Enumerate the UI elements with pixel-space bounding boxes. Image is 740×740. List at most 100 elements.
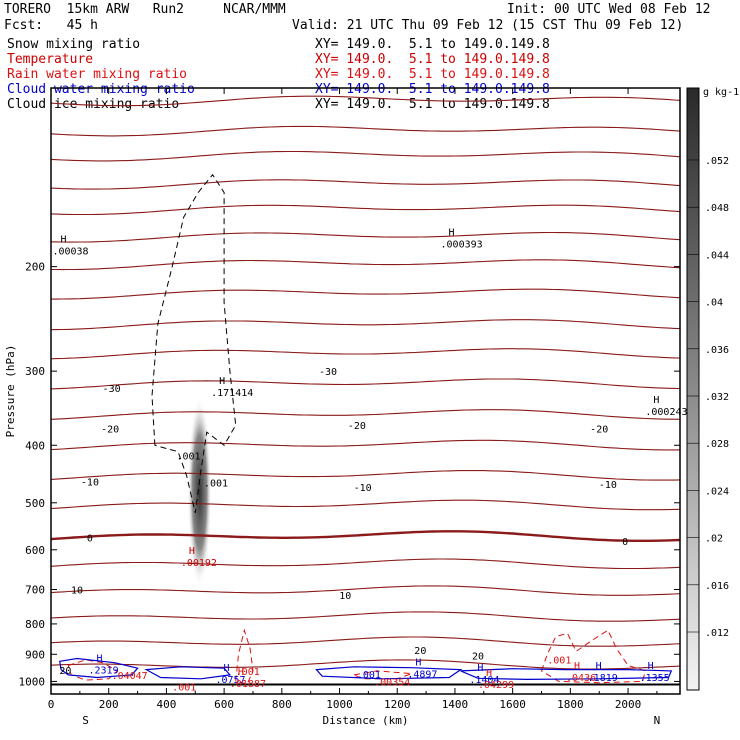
extremum-value: .001 <box>357 670 381 681</box>
y-tick-label: 300 <box>25 365 45 378</box>
extremum-mark: H <box>238 667 244 678</box>
extremum-value: .00192 <box>181 558 217 569</box>
extremum-value: .001 <box>172 683 196 694</box>
isotherm-line <box>50 558 681 570</box>
legend-snow: Snow mixing ratio <box>7 37 141 52</box>
y-axis-label: Pressure (hPa) <box>4 345 17 438</box>
colorbar-label: .032 <box>705 392 729 403</box>
isotherm-line <box>50 530 681 542</box>
legend-snow-xy: XY= 149.0. 5.1 to 149.0.149.8 <box>315 37 550 52</box>
y-tick-label: 800 <box>25 618 45 631</box>
extremum-value: .001 <box>547 656 571 667</box>
temperature-label: 10 <box>339 591 351 602</box>
cloud-water-contour <box>59 657 139 679</box>
rain-contour <box>352 670 412 680</box>
extremum-mark: H <box>415 658 421 669</box>
isotherm-line <box>50 179 681 190</box>
colorbar-label: .016 <box>705 581 729 592</box>
extremum-mark: H <box>648 661 654 672</box>
y-tick-label: 200 <box>25 261 45 274</box>
extremum-value: .1819 <box>588 673 618 684</box>
y-tick-label: 1000 <box>19 675 46 688</box>
isotherm-line <box>50 125 681 137</box>
y-tick-label: 700 <box>25 584 45 597</box>
extremum-mark: H <box>449 227 455 238</box>
cloud-water-contour <box>144 666 232 680</box>
extremum-value: .04047 <box>112 671 148 682</box>
extremum-value: .000393 <box>441 239 483 250</box>
rain-contour <box>540 629 647 684</box>
extremum-value: .001 <box>204 478 228 489</box>
isotherm-line <box>50 319 681 331</box>
isotherm-line <box>50 378 681 390</box>
temperature-label: -20 <box>101 425 119 436</box>
extremum-value: .00038 <box>52 247 88 258</box>
south-label: S <box>82 714 89 727</box>
temperature-label: 20 <box>59 666 71 677</box>
y-tick-label: 600 <box>25 544 45 557</box>
x-tick-label: 1800 <box>557 698 584 711</box>
isotherm-line <box>50 409 681 420</box>
colorbar-label: .036 <box>705 345 729 356</box>
temperature-label: -30 <box>319 367 337 378</box>
x-tick-label: 800 <box>272 698 292 711</box>
extremum-value: .000243 <box>645 407 687 418</box>
cloud-water-contour <box>460 668 673 681</box>
cloud-water-contour <box>315 666 463 680</box>
temperature-label: -10 <box>354 483 372 494</box>
temperature-label: -10 <box>81 477 99 488</box>
forecast-hour: Fcst: 45 h <box>4 18 98 33</box>
colorbar-label: .028 <box>705 439 729 450</box>
temperature-label: -30 <box>103 384 121 395</box>
isotherm-line <box>50 585 681 596</box>
extremum-value: .001 <box>236 667 260 678</box>
isotherm-line <box>50 348 681 360</box>
legend-rain: Rain water mixing ratio <box>7 67 188 82</box>
isotherm-line <box>50 95 681 107</box>
temperature-label: 20 <box>414 646 426 657</box>
temperature-label: -20 <box>590 425 608 436</box>
init-time: Init: 00 UTC Wed 08 Feb 12 <box>507 2 711 17</box>
extremum-value: .1404 <box>469 675 499 686</box>
colorbar-label: .052 <box>705 156 729 167</box>
extremum-mark: H <box>653 395 659 406</box>
x-tick-label: 1600 <box>499 698 526 711</box>
extremum-value: .1355 <box>640 673 670 684</box>
x-tick-label: 600 <box>214 698 234 711</box>
x-tick-label: 200 <box>99 698 119 711</box>
extremum-value: .4897 <box>407 670 437 681</box>
colorbar <box>686 87 700 691</box>
extremum-value: .0436 <box>566 673 596 684</box>
x-tick-label: 1000 <box>326 698 353 711</box>
extremum-mark: H <box>574 661 580 672</box>
valid-time: Valid: 21 UTC Thu 09 Feb 12 (15 CST Thu … <box>292 18 684 33</box>
extremum-mark: H <box>219 376 225 387</box>
extremum-mark: H <box>596 661 602 672</box>
isotherm-line <box>51 288 681 300</box>
x-axis-label: Distance (km) <box>322 714 408 727</box>
extremum-value: .04299 <box>478 680 514 691</box>
legend-temperature-xy: XY= 149.0. 5.1 to 149.0.149.8 <box>315 52 550 67</box>
temperature-label: 0 <box>622 537 628 548</box>
x-tick-label: 2000 <box>615 698 642 711</box>
colorbar-label: .024 <box>705 486 729 497</box>
isotherm-line <box>50 469 681 481</box>
extremum-mark: H <box>189 546 195 557</box>
extremum-value: .00354 <box>374 678 410 689</box>
colorbar-label: .044 <box>705 250 729 261</box>
legend-cloud-water: Cloud water mixing ratio <box>7 82 195 97</box>
y-tick-label: 500 <box>25 497 45 510</box>
extremum-value: .01887 <box>230 679 266 690</box>
cloud-ice-contour <box>151 173 237 514</box>
isotherm-line <box>50 659 681 670</box>
model-title: TORERO 15km ARW Run2 NCAR/MMM <box>4 2 286 17</box>
colorbar-label: .048 <box>705 203 729 214</box>
extremum-mark: H <box>223 663 229 674</box>
extremum-mark: H <box>60 235 66 246</box>
extremum-value: .0757 <box>215 675 245 686</box>
isotherm-line <box>50 231 681 243</box>
x-tick-label: 0 <box>48 698 55 711</box>
plot-frame <box>50 87 681 695</box>
y-tick-label: 400 <box>25 439 45 452</box>
